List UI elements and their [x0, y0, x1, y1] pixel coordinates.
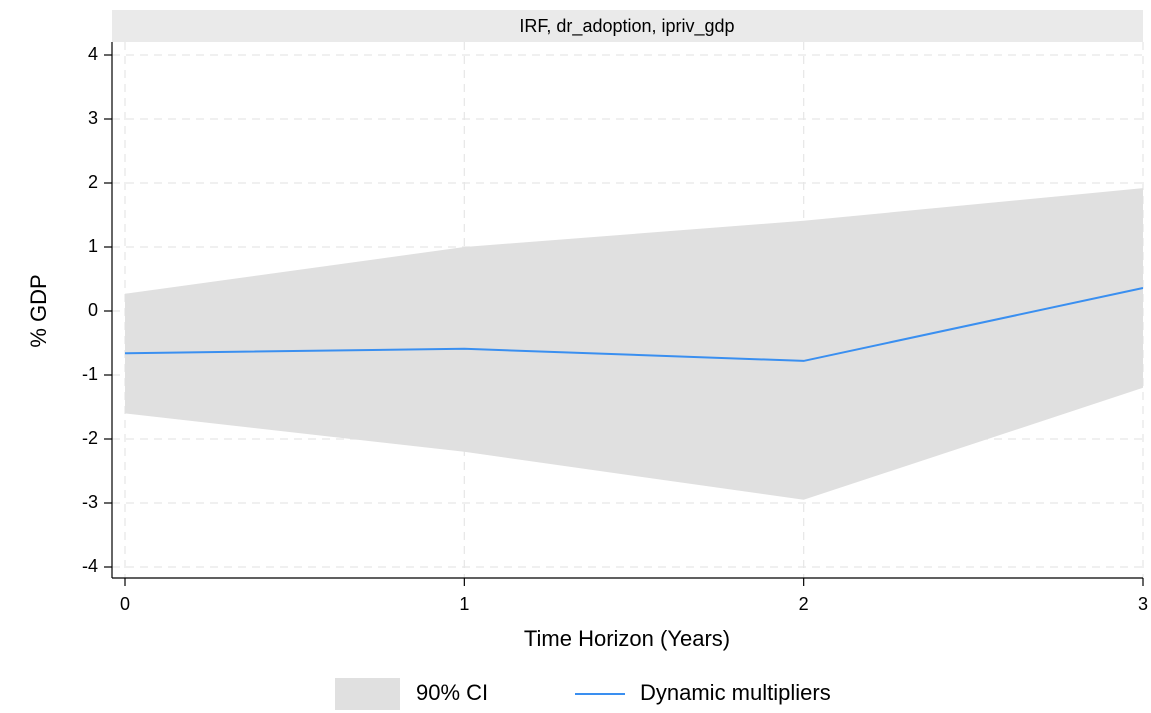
legend-swatch [335, 678, 400, 710]
y-tick-label: -2 [82, 428, 98, 448]
x-tick-label: 0 [120, 594, 130, 614]
y-tick-label: -4 [82, 556, 98, 576]
chart-title: IRF, dr_adoption, ipriv_gdp [519, 16, 734, 37]
y-tick-label: 0 [88, 300, 98, 320]
legend-label: Dynamic multipliers [640, 680, 831, 705]
y-tick-label: -3 [82, 492, 98, 512]
y-tick-label: -1 [82, 364, 98, 384]
y-tick-label: 4 [88, 44, 98, 64]
x-axis-title: Time Horizon (Years) [524, 626, 730, 651]
y-tick-label: 3 [88, 108, 98, 128]
y-tick-label: 1 [88, 236, 98, 256]
x-tick-label: 3 [1138, 594, 1148, 614]
series-line [124, 286, 1144, 362]
title-band [112, 10, 1143, 42]
y-tick-label: 2 [88, 172, 98, 192]
plot [124, 188, 1144, 500]
legend: 90% CI Dynamic multipliers [335, 678, 831, 710]
y-axis-title: % GDP [26, 274, 51, 347]
x-tick-label: 2 [799, 594, 809, 614]
ci-band [125, 188, 1143, 500]
x-tick-label: 1 [459, 594, 469, 614]
legend-label: 90% CI [416, 680, 488, 705]
